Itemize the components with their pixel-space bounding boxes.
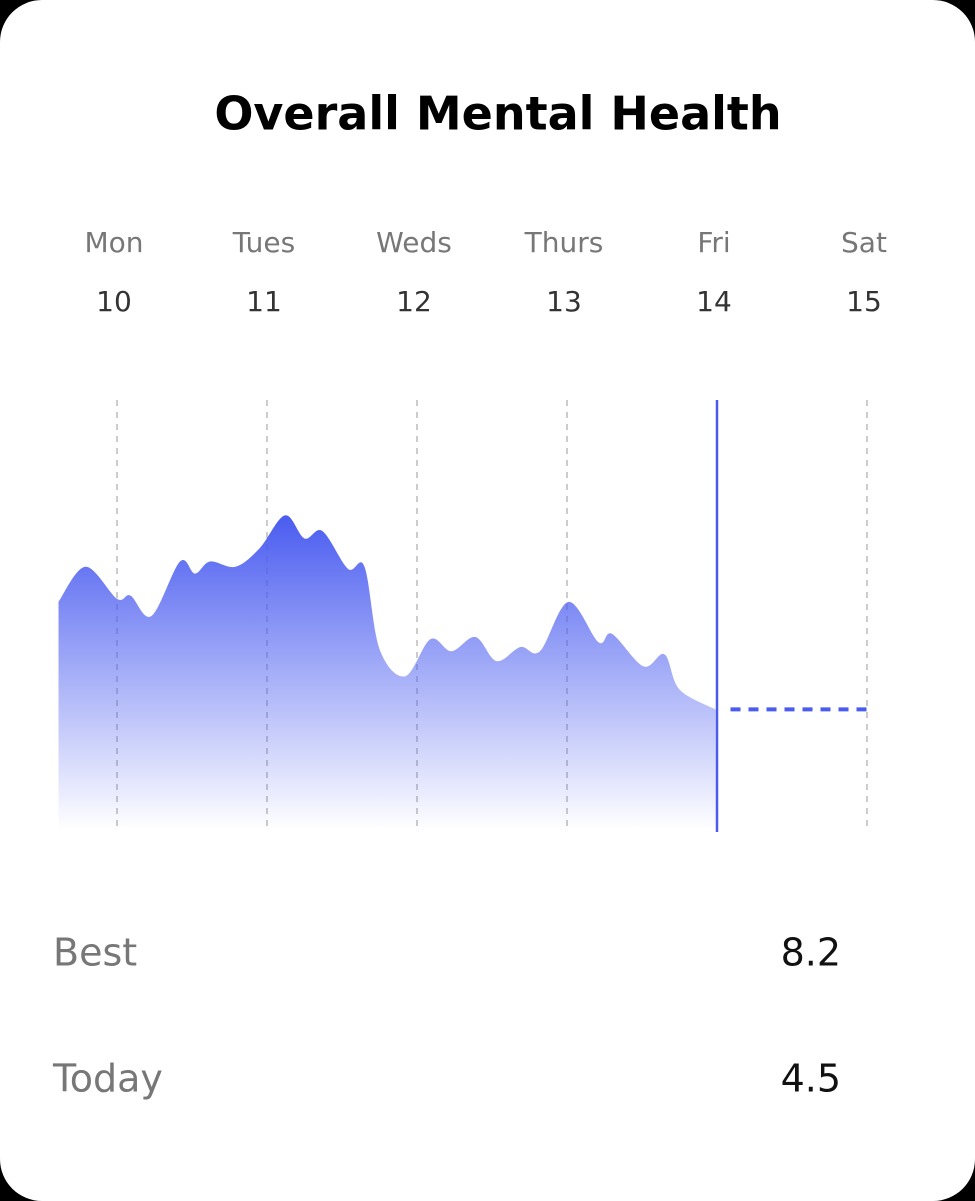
x-tick-date: 13: [546, 285, 582, 318]
x-tick-date: 14: [696, 285, 732, 318]
chart-title: Overall Mental Health: [214, 87, 781, 141]
stat-label: Best: [53, 931, 137, 975]
stat-value: 8.2: [781, 931, 841, 975]
x-tick-label: Thurs: [524, 226, 604, 259]
x-tick-date: 10: [96, 285, 132, 318]
x-tick-label: Weds: [376, 226, 452, 259]
stat-label: Today: [52, 1057, 163, 1101]
x-tick-label: Tues: [232, 226, 295, 259]
x-tick-date: 15: [846, 285, 882, 318]
stat-value: 4.5: [781, 1057, 841, 1101]
x-tick-label: Sat: [841, 226, 887, 259]
x-tick-label: Mon: [84, 226, 143, 259]
area: [58, 515, 716, 830]
x-tick-date: 11: [246, 285, 282, 318]
x-tick-date: 12: [396, 285, 432, 318]
x-tick-label: Fri: [697, 226, 730, 259]
